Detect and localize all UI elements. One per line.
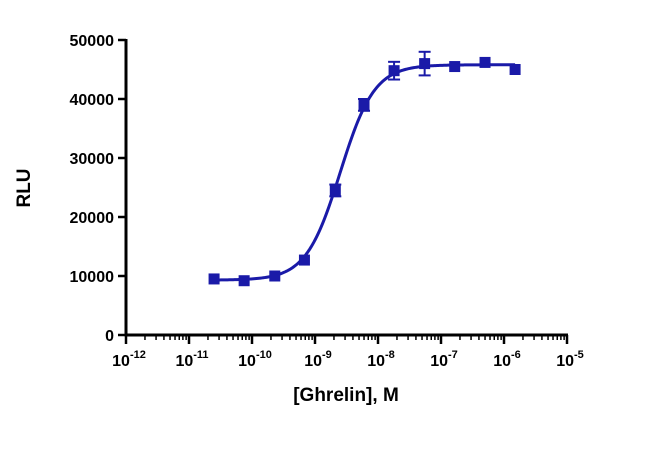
data-point <box>509 64 521 75</box>
x-tick-label: 10-11 <box>175 349 208 370</box>
x-tick-label: 10-9 <box>304 349 332 370</box>
data-point <box>479 56 491 68</box>
data-marker <box>208 273 220 285</box>
y-tick-label: 10000 <box>70 269 115 286</box>
data-point <box>418 50 431 77</box>
x-axis: 10-12 10-11 10-10 10-9 10-8 10-7 10-6 10-5 <box>112 333 584 370</box>
data-point <box>329 183 342 198</box>
data-point <box>208 273 220 285</box>
y-tick-label: 40000 <box>70 92 115 109</box>
data-marker <box>388 65 400 77</box>
x-tick-label: 10-7 <box>430 349 458 370</box>
data-point <box>238 275 250 287</box>
x-tick-label: 10-6 <box>493 349 521 370</box>
y-tick-label: 20000 <box>70 210 115 227</box>
y-tick-label: 30000 <box>70 151 115 168</box>
data-marker <box>419 58 431 70</box>
x-tick-label: 10-10 <box>238 349 272 370</box>
data-marker <box>509 64 521 75</box>
data-marker <box>358 99 370 111</box>
data-point <box>269 270 281 282</box>
data-point <box>449 61 461 73</box>
data-point <box>358 98 371 112</box>
data-marker <box>329 184 341 196</box>
x-tick-label: 10-12 <box>112 349 146 370</box>
data-points-layer <box>208 50 521 287</box>
data-marker <box>449 61 461 73</box>
data-marker <box>238 275 250 287</box>
fit-curve-layer <box>214 63 516 282</box>
data-marker <box>298 254 310 266</box>
y-tick-label: 0 <box>105 328 114 345</box>
data-point <box>388 60 401 81</box>
x-tick-label: 10-8 <box>367 349 395 370</box>
y-tick-label: 50000 <box>70 33 115 50</box>
data-point <box>298 254 310 266</box>
data-marker <box>479 56 491 68</box>
x-tick-label: 10-5 <box>556 349 584 370</box>
y-axis-title: RLU <box>14 168 35 207</box>
data-marker <box>269 270 281 282</box>
fit-curve <box>214 63 516 282</box>
x-axis-title: [Ghrelin], M <box>293 385 399 406</box>
y-axis: 0 10000 20000 30000 40000 50000 <box>70 33 128 345</box>
